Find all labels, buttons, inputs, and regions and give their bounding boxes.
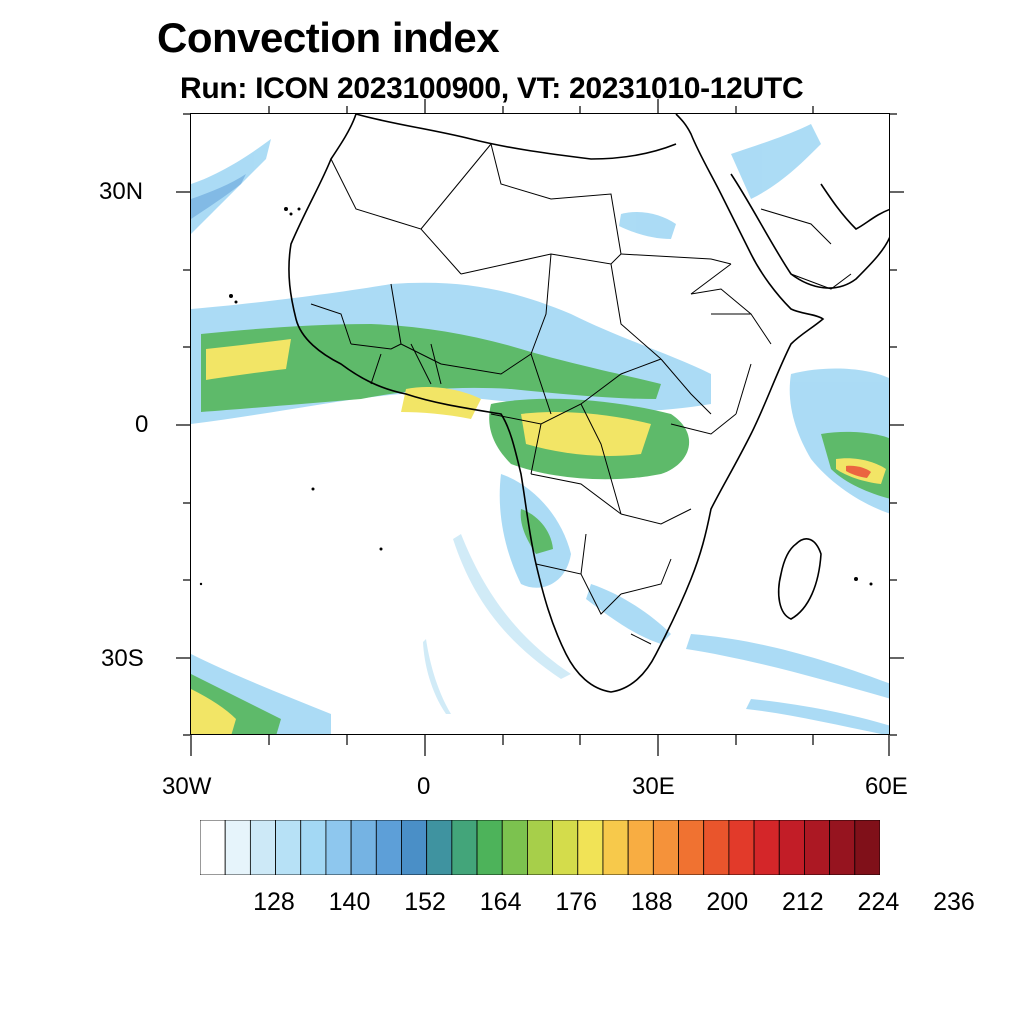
madagascar [777,538,822,620]
colorbar-box [501,820,528,875]
colorbar-label: 200 [706,888,749,916]
colorbar-box [778,820,805,875]
lon-label-0: 0 [417,773,431,800]
coastlines [288,114,889,693]
convection-field [191,124,889,734]
colorbar-box [224,820,251,875]
colorbar-box [451,820,478,875]
colorbar-box [401,820,428,875]
lat-label-30n: 30N [99,178,144,205]
colorbar-label: 176 [555,888,598,916]
lat-label-0: 0 [135,411,149,438]
colorbar-box [426,820,453,875]
colorbar-box [602,820,629,875]
lon-label-30e: 30E [632,773,675,800]
colorbar-box [300,820,327,875]
colorbar-box [753,820,780,875]
islands [199,207,873,586]
colorbar-box [804,820,831,875]
colorbar-label: 164 [479,888,522,916]
chart-subtitle: Run: ICON 2023100900, VT: 20231010-12UTC [180,72,804,105]
colorbar-label: 188 [630,888,673,916]
colorbar-box [350,820,377,875]
colorbar-box [275,820,302,875]
colorbar-box [703,820,730,875]
colorbar-box [476,820,503,875]
colorbar-box [249,820,276,875]
colorbar-label: 128 [253,888,295,916]
colorbar-label: 236 [933,888,975,916]
country-borders [310,143,852,645]
colorbar-box [627,820,654,875]
mediterranean-coast [355,114,677,160]
colorbar [200,820,880,875]
colorbar-box [200,820,226,875]
colorbar-box [325,820,352,875]
lon-label-60e: 60E [865,773,908,800]
colorbar-label: 152 [404,888,446,916]
colorbar-box [854,820,880,875]
map-panel [190,113,890,735]
arabia-coastline [730,173,889,289]
africa-coastline [288,114,825,693]
lat-label-30s: 30S [101,645,144,672]
colorbar-label: 140 [328,888,371,916]
colorbar-label: 212 [781,888,824,916]
colorbar-box [829,820,856,875]
colorbar-box [527,820,554,875]
colorbar-box [652,820,679,875]
colorbar-box [678,820,705,875]
colorbar-box [552,820,579,875]
colorbar-box [375,820,402,875]
chart-title: Convection index [157,14,500,61]
colorbar-box [728,820,755,875]
colorbar-label: 224 [857,888,900,916]
lon-label-30w: 30W [162,773,212,800]
map-svg [191,114,889,734]
colorbar-box [577,820,604,875]
